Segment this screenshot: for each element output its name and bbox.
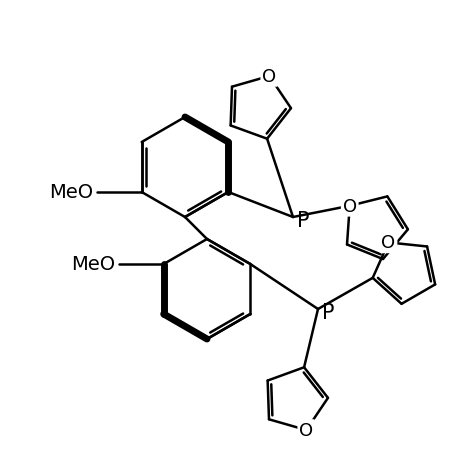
- Text: O: O: [343, 198, 357, 215]
- Text: MeO: MeO: [72, 255, 116, 274]
- Text: O: O: [262, 68, 276, 86]
- Text: P: P: [297, 210, 309, 230]
- Text: O: O: [299, 421, 313, 439]
- Text: P: P: [322, 302, 334, 322]
- Text: MeO: MeO: [50, 183, 94, 202]
- Text: O: O: [382, 234, 395, 252]
